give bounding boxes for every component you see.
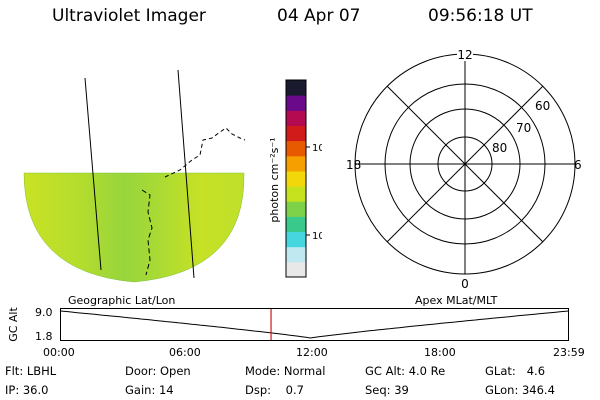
colorbar-segment <box>286 231 306 248</box>
colorbar-segment <box>286 80 306 96</box>
mlt-label-0: 0 <box>461 277 469 291</box>
colorbar: 100 10 photon cm⁻²s⁻¹ <box>268 79 322 278</box>
colorbar-segment <box>286 216 306 233</box>
colorbar-segment <box>286 170 306 187</box>
colorbar-segment <box>286 95 306 111</box>
colorbar-segment <box>286 125 306 142</box>
colorbar-tick-label: 100 <box>312 143 322 154</box>
instrument-title: Ultraviolet Imager <box>52 6 206 26</box>
colorbar-segment <box>286 186 306 202</box>
mlt-label-18: 18 <box>346 158 361 172</box>
timeline-ylabel: GC Alt <box>6 307 20 342</box>
colorbar-segment <box>286 140 306 157</box>
polar-diagonal <box>386 85 544 243</box>
geographic-image <box>23 69 246 283</box>
altitude-curve <box>60 310 569 339</box>
colorbar-segment <box>286 261 306 278</box>
timeline-frame <box>60 308 569 341</box>
colorbar-frame <box>285 79 307 278</box>
filter-info: Flt: LBHL <box>5 364 57 378</box>
timeline-xtick: 00:00 <box>43 346 75 359</box>
lat-label-60: 60 <box>535 99 550 113</box>
seq-info: Seq: 39 <box>365 383 409 397</box>
observation-time: 09:56:18 UT <box>428 6 533 26</box>
lat-label-80: 80 <box>492 141 507 155</box>
ip-info: IP: 36.0 <box>5 383 49 397</box>
glon-info: GLon: 346.4 <box>485 383 555 397</box>
colorbar-segment <box>286 110 306 126</box>
timeline-xtick: 12:00 <box>296 346 328 359</box>
timeline-ytick-bottom: 1.8 <box>35 330 53 343</box>
gcalt-info: GC Alt: 4.0 Re <box>365 364 446 378</box>
mlt-label-12: 12 <box>457 48 472 62</box>
map-label: Geographic Lat/Lon <box>68 294 176 307</box>
mode-info: Mode: Normal <box>245 364 326 378</box>
timeline-ytick-top: 9.0 <box>35 306 53 319</box>
colorbar-segment <box>286 201 306 217</box>
colorbar-tick-label: 10 <box>312 231 322 242</box>
glat-info: GLat: 4.6 <box>485 364 546 378</box>
door-info: Door: Open <box>125 364 191 378</box>
timeline-xtick: 23:59 <box>553 346 585 359</box>
coastline <box>141 189 153 276</box>
dsp-info: Dsp: 0.7 <box>245 383 304 397</box>
gain-info: Gain: 14 <box>125 383 174 397</box>
timeline-xtick: 06:00 <box>169 346 201 359</box>
longitude-line <box>84 77 102 271</box>
aurora-image-disk <box>23 172 245 283</box>
colorbar-segment <box>286 155 306 172</box>
polar-label: Apex MLat/MLT <box>415 294 498 307</box>
coastline <box>164 127 246 178</box>
altitude-timeline <box>60 308 569 341</box>
lat-label-70: 70 <box>516 121 531 135</box>
timeline-xtick: 18:00 <box>424 346 456 359</box>
colorbar-units: photon cm⁻²s⁻¹ <box>268 137 281 222</box>
observation-date: 04 Apr 07 <box>277 6 361 26</box>
colorbar-segment <box>286 246 306 263</box>
colorbar-gradient <box>286 80 306 278</box>
polar-plot: 12 18 6 0 60 70 80 <box>346 47 582 291</box>
longitude-line <box>177 69 195 279</box>
mlt-label-6: 6 <box>574 158 582 172</box>
